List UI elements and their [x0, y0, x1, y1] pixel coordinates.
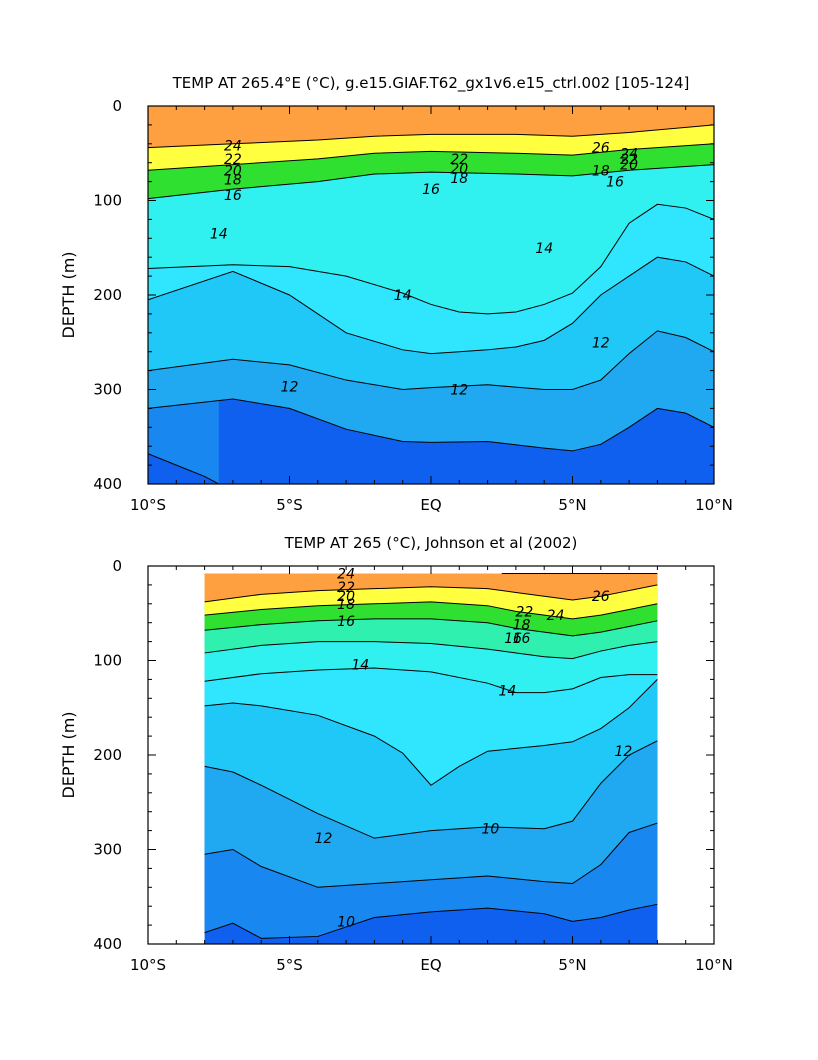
- contour-label: 12: [281, 380, 299, 396]
- contour-label: 14: [351, 657, 369, 673]
- contour-label: 22: [337, 580, 355, 596]
- contour-label: 20: [337, 589, 355, 605]
- chart-2-frame: 10°S 5°S EQ 5°N 10°N 0 100 200 300 400: [93, 557, 733, 974]
- chart-1-frame: 10°S 5°S EQ 5°N 10°N 0 100 200 300 400: [93, 97, 733, 514]
- contour-label: 14: [394, 288, 412, 304]
- isotherm-13: [148, 256, 714, 355]
- contour-label: 12: [592, 335, 610, 351]
- y-tick-label: 300: [93, 841, 122, 859]
- y-tick-label: 0: [112, 557, 122, 575]
- contour-label: 24: [547, 608, 565, 624]
- contour-label: 18: [224, 173, 242, 189]
- contour-label: 20: [450, 161, 468, 177]
- contour-label: 12: [615, 744, 633, 760]
- contour-label: 18: [592, 163, 610, 179]
- contour-label: 14: [535, 241, 553, 257]
- y-tick-label: 0: [112, 97, 122, 115]
- x-tick-label: 10°N: [695, 496, 733, 514]
- chart-1-filled-contours: [148, 106, 714, 484]
- y-tick-label: 200: [93, 286, 122, 304]
- contour-label: 12: [450, 383, 468, 399]
- contour-label: 18: [513, 618, 531, 634]
- y-tick-label: 400: [93, 475, 122, 493]
- contour-label: 18: [450, 171, 468, 187]
- isotherm-14: [204, 667, 658, 694]
- isotherm-10: [148, 453, 219, 484]
- x-tick-label: 10°S: [130, 956, 166, 974]
- contour-label: 10: [337, 914, 355, 930]
- y-tick-label: 400: [93, 935, 122, 953]
- contour-label: 16: [224, 188, 242, 204]
- contour-label: 24: [620, 146, 638, 162]
- isotherm-11: [148, 398, 714, 452]
- x-tick-label: EQ: [420, 496, 441, 514]
- y-tick-label: 200: [93, 746, 122, 764]
- contour-label: 22: [515, 604, 533, 620]
- contour-label: 16: [422, 182, 440, 198]
- contour-label: 20: [224, 163, 242, 179]
- chart-1-title: TEMP AT 265.4°E (°C), g.e15.GIAF.T62_gx1…: [172, 74, 690, 93]
- chart-1-y-axis-label: DEPTH (m): [59, 251, 78, 338]
- isotherm-20: [148, 143, 714, 171]
- contour-label: 26: [592, 141, 610, 157]
- x-tick-label: 5°S: [276, 956, 303, 974]
- y-tick-label: 300: [93, 381, 122, 399]
- y-tick-label: 100: [93, 192, 122, 210]
- contour-label: 18: [337, 597, 355, 613]
- isotherm-13: [204, 679, 658, 786]
- isotherm-24: [204, 584, 658, 603]
- isotherm-15: [204, 641, 658, 660]
- band-above-24: [148, 106, 714, 148]
- contour-label: 24: [337, 567, 355, 583]
- isotherm-24: [148, 124, 714, 149]
- contour-label: 14: [498, 684, 516, 700]
- isotherm-14: [148, 203, 714, 315]
- isotherm-10: [204, 903, 658, 939]
- contour-label: 24: [224, 139, 242, 155]
- chart-2-filled-contours: [204, 573, 658, 944]
- contour-label: 22: [620, 152, 638, 168]
- x-tick-label: 5°N: [558, 496, 586, 514]
- chart-2-title: TEMP AT 265 (°C), Johnson et al (2002): [284, 534, 578, 552]
- isotherm-20: [204, 601, 658, 620]
- contour-label: 16: [337, 614, 355, 630]
- contour-label: 22: [450, 152, 468, 168]
- contour-label: 10: [482, 822, 500, 838]
- isotherm-12: [148, 330, 714, 391]
- x-tick-label: EQ: [420, 956, 441, 974]
- contour-label: 22: [224, 152, 242, 168]
- x-tick-label: 5°N: [558, 956, 586, 974]
- contour-label: 20: [620, 158, 638, 174]
- band-above-24: [204, 573, 658, 602]
- isotherm-16: [204, 618, 658, 637]
- x-tick-label: 10°S: [130, 496, 166, 514]
- chart-2-y-axis-label: DEPTH (m): [59, 711, 78, 798]
- x-tick-label: 10°N: [695, 956, 733, 974]
- isotherm-16: [148, 164, 714, 200]
- contour-label: 16: [513, 631, 531, 647]
- contour-label: 14: [210, 227, 228, 243]
- contour-label: 12: [315, 831, 333, 847]
- x-tick-label: 5°S: [276, 496, 303, 514]
- contour-label: 26: [592, 589, 610, 605]
- isotherm-11: [204, 822, 658, 888]
- contour-label: 16: [504, 631, 522, 647]
- isotherm-12: [204, 740, 658, 839]
- y-tick-label: 100: [93, 652, 122, 670]
- contour-label: 16: [606, 175, 624, 191]
